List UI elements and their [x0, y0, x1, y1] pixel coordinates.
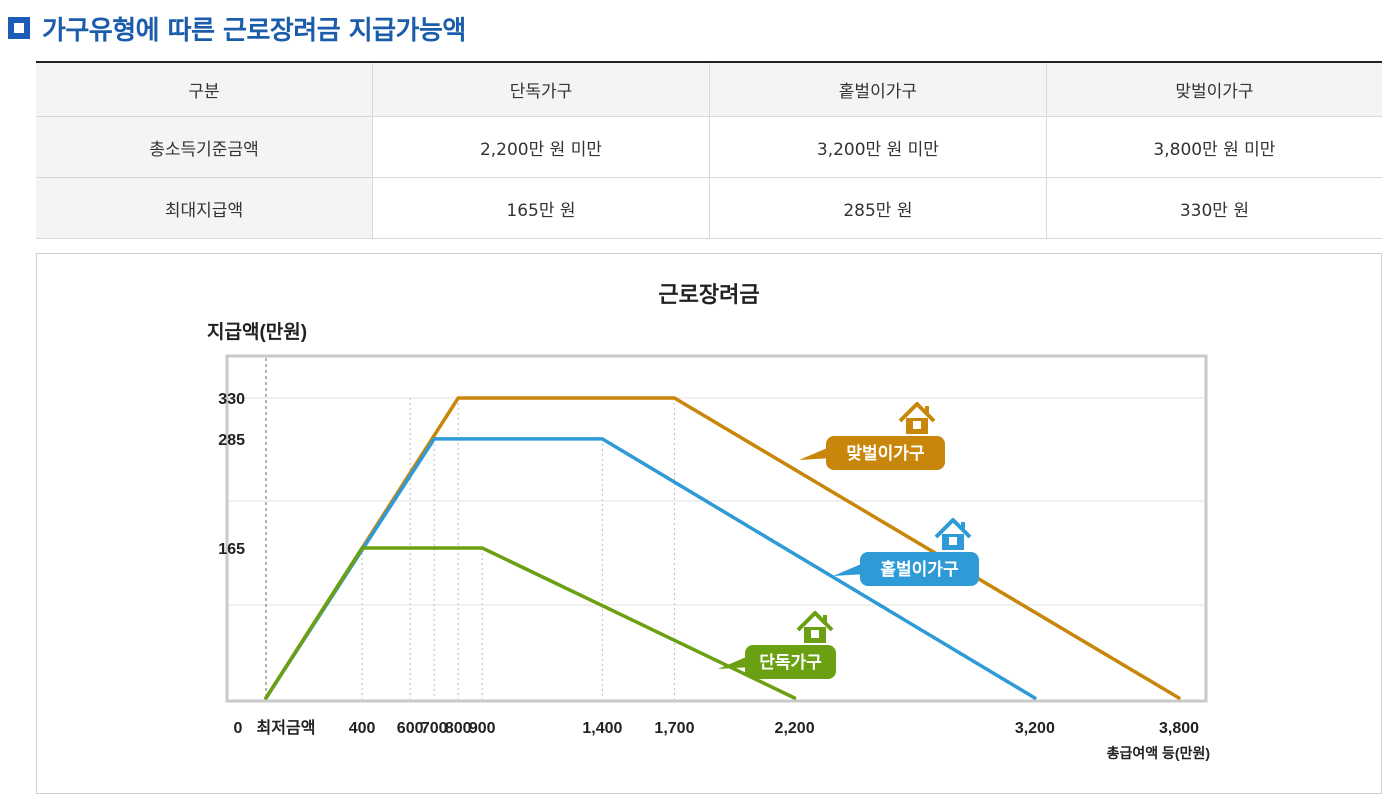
callout-box [826, 436, 945, 470]
x-tick-label: 3,800 [1159, 720, 1199, 737]
legend-label: 단독가구 [759, 653, 822, 672]
house-chimney [961, 522, 965, 530]
table-cell: 285만 원 [709, 177, 1047, 239]
table-row: 총소득기준금액 2,200만 원 미만 3,200만 원 미만 3,800만 원… [36, 116, 1382, 178]
table-cell: 2,200만 원 미만 [372, 116, 710, 178]
house-window [913, 421, 921, 429]
plot-background [225, 354, 1208, 703]
min-wage-label: 최저금액 [257, 718, 316, 737]
series-callout: 맞벌이가구 [799, 402, 945, 470]
table-header-single: 단독가구 [372, 61, 710, 117]
table-cell: 3,200만 원 미만 [709, 116, 1047, 178]
chart-title: 근로장려금 [658, 282, 759, 307]
table-cell: 3,800만 원 미만 [1046, 116, 1382, 178]
y-tick-label: 285 [218, 432, 245, 449]
benefit-table: 구분 단독가구 홑벌이가구 맞벌이가구 총소득기준금액 2,200만 원 미만 … [36, 61, 1382, 239]
legend-label: 맞벌이가구 [846, 444, 925, 463]
table-header-single-earner: 홑벌이가구 [709, 61, 1047, 117]
table-row: 최대지급액 165만 원 285만 원 330만 원 [36, 177, 1382, 239]
callout-box [860, 552, 979, 586]
x-tick-label: 900 [469, 720, 496, 737]
row-label-max-payment: 최대지급액 [36, 177, 373, 239]
house-chimney [823, 615, 827, 623]
chart-container: 근로장려금 지급액(만원) 총급여액 등(만원) 0 최저금액 400 600 70… [36, 253, 1382, 794]
x-tick-label: 400 [349, 720, 376, 737]
callout-pointer [799, 446, 832, 460]
legend-label: 홑벌이가구 [880, 559, 959, 579]
house-roof [796, 611, 834, 632]
table-cell: 330만 원 [1046, 177, 1382, 239]
x-tick-label: 2,200 [775, 720, 815, 737]
x-tick-label: 1,700 [654, 720, 694, 737]
house-icon [934, 518, 972, 550]
house-roof [898, 402, 936, 423]
x-axis-label: 총급여액 등(만원) [1107, 745, 1210, 761]
x-tick-label: 800 [445, 720, 472, 737]
house-roof [934, 518, 972, 539]
y-axis-label: 지급액(만원) [207, 321, 307, 343]
chart-svg: 근로장려금 지급액(만원) 총급여액 등(만원) 0 최저금액 400 60070… [207, 282, 1210, 761]
callout-pointer [833, 562, 866, 576]
callout-pointer [718, 655, 751, 669]
page-header: 가구유형에 따른 근로장려금 지급가능액 [8, 10, 466, 46]
series-callout: 홑벌이가구 [833, 518, 979, 586]
house-chimney [925, 406, 929, 414]
house-window [811, 630, 819, 638]
x-tick-label: 700 [421, 720, 448, 737]
series-callout: 단독가구 [718, 611, 836, 679]
table-header-category: 구분 [36, 61, 373, 117]
series-line [264, 546, 797, 700]
house-icon [796, 611, 834, 643]
table-header-dual-earner: 맞벌이가구 [1046, 61, 1382, 117]
page-title: 가구유형에 따른 근로장려금 지급가능액 [42, 15, 466, 46]
origin-label: 0 [234, 720, 243, 737]
table-cell: 165만 원 [372, 177, 710, 239]
callout-box [745, 645, 836, 679]
y-tick-label: 165 [218, 541, 245, 558]
house-window [949, 537, 957, 545]
y-tick-label: 330 [218, 391, 245, 408]
row-label-income-threshold: 총소득기준금액 [36, 116, 373, 178]
x-tick-label: 3,200 [1015, 720, 1055, 737]
house-icon [898, 402, 936, 434]
square-bullet-icon [8, 17, 30, 39]
plot-frame [225, 354, 1208, 703]
x-tick-label: 600 [397, 720, 424, 737]
x-tick-label: 1,400 [582, 720, 622, 737]
table-header-row: 구분 단독가구 홑벌이가구 맞벌이가구 [36, 61, 1382, 117]
